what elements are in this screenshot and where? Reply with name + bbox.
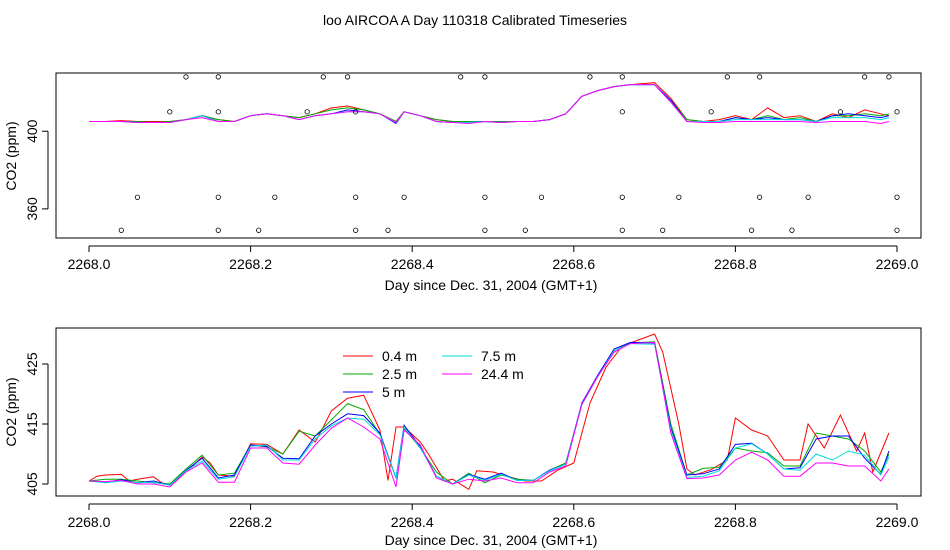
bottom-plot-frame: [55, 327, 922, 497]
legend-label: 24.4 m: [481, 366, 524, 382]
top-y-axis-label: CO2 (ppm): [3, 121, 19, 190]
top-marker: [256, 227, 262, 233]
top-marker: [304, 109, 310, 115]
bottom-series-line: [88, 341, 890, 485]
bottom-series-group: [88, 333, 890, 491]
bottom-chart: 2268.0 2268.2 2268.4 2268.6 2268.8 2269.0 405…: [3, 327, 922, 548]
top-marker: [344, 74, 351, 80]
top-series-line: [89, 84, 890, 124]
top-marker: [482, 227, 488, 233]
top-plot-frame: [55, 72, 922, 239]
top-chart: 2268.0 2268.2 2268.4 2268.6 2268.8 2269.0 360…: [3, 72, 922, 293]
top-marker: [134, 194, 141, 200]
bottom-x-tick-label: 2268.0: [68, 514, 111, 530]
top-marker: [522, 227, 528, 233]
top-marker: [757, 194, 763, 200]
top-marker: [385, 227, 391, 233]
top-marker: [748, 227, 755, 233]
bottom-x-tick-label: 2268.4: [391, 514, 434, 530]
legend-label: 0.4 m: [382, 348, 417, 364]
top-y-tick-label: 360: [24, 197, 40, 221]
top-marker: [482, 194, 488, 200]
bottom-series-line: [88, 341, 890, 488]
top-marker: [167, 109, 173, 115]
top-marker: [894, 109, 900, 115]
top-y-tick-label: 400: [24, 119, 40, 143]
top-x-axis: 2268.0 2268.2 2268.4 2268.6 2268.8 2269.0: [68, 245, 919, 272]
top-marker: [805, 194, 811, 200]
top-marker: [215, 74, 221, 80]
top-marker: [894, 194, 900, 200]
top-marker: [215, 109, 221, 115]
bottom-x-tick-label: 2268.6: [552, 514, 595, 530]
bottom-x-axis-label: Day since Dec. 31, 2004 (GMT+1): [385, 532, 598, 548]
top-marker: [660, 227, 666, 233]
top-marker: [676, 194, 682, 200]
top-marker: [862, 74, 868, 80]
bottom-y-axis-label: CO2 (ppm): [3, 377, 19, 446]
top-x-tick-label: 2268.6: [552, 256, 595, 272]
top-series-line: [89, 84, 890, 124]
top-marker: [401, 194, 407, 200]
bottom-series-line: [88, 333, 890, 491]
bottom-y-tick-label: 405: [24, 472, 40, 496]
top-x-tick-label: 2268.8: [714, 256, 757, 272]
top-marker: [894, 227, 900, 233]
top-marker: [587, 74, 593, 80]
bottom-series-line: [88, 343, 890, 486]
top-x-axis-label: Day since Dec. 31, 2004 (GMT+1): [385, 277, 598, 293]
top-series-line: [89, 84, 890, 125]
legend: 0.4 m 2.5 m 5 m 7.5 m 24.4 m: [343, 348, 524, 400]
top-marker: [320, 74, 326, 80]
top-marker: [619, 74, 625, 80]
bottom-y-tick-label: 415: [24, 412, 40, 436]
legend-label: 7.5 m: [481, 348, 516, 364]
legend-label: 2.5 m: [382, 366, 417, 382]
legend-label: 5 m: [382, 384, 405, 400]
top-marker: [619, 227, 625, 233]
top-y-axis: 360 400: [24, 119, 49, 221]
top-marker: [886, 74, 892, 80]
top-marker-group: [118, 74, 900, 233]
top-marker: [619, 194, 625, 200]
top-marker: [538, 194, 545, 200]
top-marker: [183, 74, 189, 80]
top-marker: [353, 227, 359, 233]
bottom-y-axis: 405 415 425: [24, 352, 49, 496]
top-x-tick-label: 2268.2: [229, 256, 272, 272]
top-marker: [482, 74, 488, 80]
bottom-x-axis: 2268.0 2268.2 2268.4 2268.6 2268.8 2269.0: [68, 503, 919, 530]
top-x-tick-label: 2268.4: [391, 256, 434, 272]
top-x-tick-label: 2268.0: [68, 256, 111, 272]
top-marker: [272, 194, 278, 200]
top-marker: [353, 194, 359, 200]
top-marker: [215, 227, 221, 233]
top-marker: [619, 109, 625, 115]
top-x-tick-label: 2269.0: [876, 256, 919, 272]
bottom-x-tick-label: 2268.2: [229, 514, 272, 530]
top-series-group: [89, 82, 890, 125]
top-marker: [353, 109, 359, 115]
top-marker: [118, 227, 124, 233]
bottom-x-tick-label: 2269.0: [876, 514, 919, 530]
top-marker: [215, 194, 221, 200]
bottom-x-tick-label: 2268.8: [714, 514, 757, 530]
top-marker: [708, 109, 714, 115]
top-marker: [837, 109, 844, 115]
top-marker: [757, 74, 763, 80]
top-marker: [458, 74, 464, 80]
top-marker: [789, 227, 795, 233]
bottom-y-tick-label: 425: [24, 352, 40, 376]
page-title: loo AIRCOA A Day 110318 Calibrated Times…: [323, 12, 627, 28]
top-marker: [724, 74, 730, 80]
